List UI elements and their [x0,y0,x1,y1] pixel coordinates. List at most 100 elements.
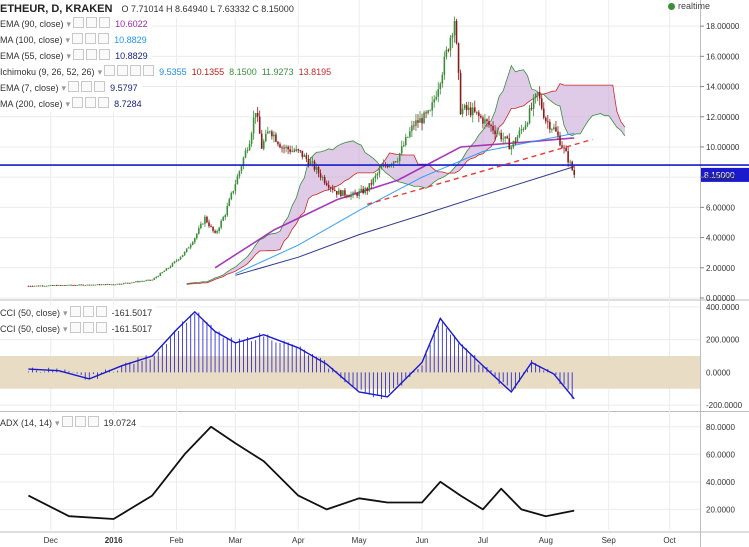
eye-icon[interactable] [72,97,84,108]
candle-body [333,189,336,191]
candle-body [358,191,360,196]
candle-body [264,133,267,142]
eye-icon[interactable] [68,81,80,92]
candle-body [510,147,513,150]
caret-down-icon[interactable]: ▾ [66,51,72,61]
legend-cci-2[interactable]: CCI (50, close) ▾ -161.5017 [0,321,157,337]
eye-icon[interactable] [73,49,85,60]
settings-icon[interactable] [74,416,86,427]
legend-cci-1[interactable]: CCI (50, close) ▾ -161.5017 [0,305,157,321]
candle-body [471,107,474,116]
symbol-title[interactable]: ETHEUR, D, KRAKEN [0,3,113,15]
candle-body [218,227,220,232]
eye-icon[interactable] [69,322,81,333]
more-icon[interactable] [143,65,155,76]
caret-down-icon[interactable]: ▾ [66,19,72,29]
close-icon[interactable] [87,416,99,427]
candle-body [392,161,395,165]
candle-body [532,97,535,109]
candle-body [173,261,176,264]
eye-icon[interactable] [72,33,84,44]
caret-down-icon[interactable]: ▾ [65,35,71,45]
adx-line [27,425,575,520]
close-icon[interactable] [130,65,142,76]
candle-body [220,220,222,228]
legend-ma200[interactable]: MA (200, close) ▾ 8.7284 [0,96,146,112]
close-icon[interactable] [99,17,111,28]
candle-body [402,145,405,147]
eye-icon[interactable] [104,65,116,76]
candle-body [84,285,87,286]
candle-body [198,228,200,234]
adx-tick-label: 60.0000 [706,450,735,459]
candle-body [506,136,509,139]
caret-down-icon[interactable]: ▾ [63,324,68,334]
caret-down-icon[interactable]: ▾ [65,99,71,109]
candle-body [336,190,338,195]
candle-body [287,146,289,150]
caret-down-icon[interactable]: ▾ [63,308,68,318]
candle-body [137,281,139,283]
legend-ichimoku[interactable]: Ichimoku (9, 26, 52, 26) ▾ 9.5355 10.1355 8.… [0,64,336,80]
candle-body [246,150,249,152]
settings-icon[interactable] [82,322,94,333]
settings-icon[interactable] [85,33,97,44]
candle-body [175,260,178,262]
legend-ema7[interactable]: EMA (7, close) ▾ 9.5797 [0,80,142,96]
chart-header: ETHEUR, D, KRAKEN O 7.71014 H 8.64940 L … [0,0,298,18]
settings-icon[interactable] [117,65,129,76]
candle-body [486,119,488,122]
eye-icon[interactable] [61,416,73,427]
legend-value: -161.5017 [111,308,153,318]
candle-body [64,285,66,286]
settings-icon[interactable] [86,49,98,60]
close-icon[interactable] [99,49,111,60]
candle-body [242,157,245,167]
candle-body [508,138,511,150]
eye-icon[interactable] [73,17,85,28]
adx-tick-label: 80.0000 [706,423,735,432]
close-icon[interactable] [94,81,106,92]
close-icon[interactable] [95,322,107,333]
candle-body [51,285,54,286]
moving-average-lines [214,132,575,276]
price-overlays: 8.15000 [0,138,749,206]
legend-label: EMA (55, close) [0,51,64,61]
legend-ma100[interactable]: MA (100, close) ▾ 10.8829 [0,32,151,48]
candle-body [106,284,109,286]
candle-body [400,146,403,154]
candle-body [92,284,95,286]
eye-icon[interactable] [69,306,81,317]
settings-icon[interactable] [81,81,93,92]
candle-body [289,149,291,152]
candle-body [547,121,549,123]
caret-down-icon[interactable]: ▾ [55,418,60,428]
caret-down-icon[interactable]: ▾ [97,67,103,77]
candle-body [496,132,498,135]
candle-body [127,282,129,284]
settings-icon[interactable] [85,97,97,108]
candle-body [338,190,340,195]
settings-icon[interactable] [82,306,94,317]
legend-adx[interactable]: ADX (14, 14) ▾ 19.0724 [0,415,141,431]
x-tick-label: Sep [602,536,617,545]
legend-ema90[interactable]: EMA (90, close) ▾ 10.6022 [0,16,152,32]
close-icon[interactable] [98,97,110,108]
candle-body [427,110,429,114]
close-icon[interactable] [95,306,107,317]
candle-body [86,284,89,286]
candle-body [540,98,543,109]
caret-down-icon[interactable]: ▾ [61,83,67,93]
candle-body [153,278,156,280]
adx-tick-label: 40.0000 [706,478,735,487]
close-icon[interactable] [98,33,110,44]
settings-icon[interactable] [86,17,98,28]
candle-body [114,284,117,286]
ichimoku-cloud [186,64,626,285]
legend-ema55[interactable]: EMA (55, close) ▾ 10.8829 [0,48,152,64]
candle-body [238,171,241,177]
candle-body [364,188,367,194]
candle-body [27,285,30,287]
x-tick-label: Oct [663,536,676,545]
